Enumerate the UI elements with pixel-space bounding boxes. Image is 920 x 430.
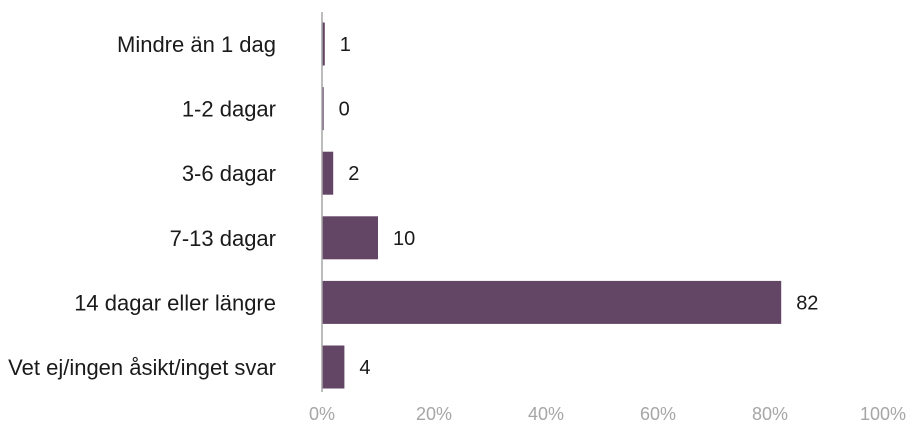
bar [322,345,345,389]
value-label: 2 [348,163,359,185]
x-tick-labels: 0% 20% 40% 60% 80% 100% [309,404,906,424]
x-tick-label: 0% [309,404,335,424]
bar [322,151,334,195]
x-tick-label: 40% [528,404,564,424]
category-label: Vet ej/ingen åsikt/inget svar [8,355,276,380]
bar [322,280,782,324]
x-tick-label: 60% [640,404,676,424]
value-label: 1 [340,34,351,56]
value-label: 0 [339,99,350,121]
category-label: 14 dagar eller längre [74,290,276,315]
value-label: 10 [393,228,415,250]
bars [322,22,782,389]
category-label: 7-13 dagar [170,226,276,251]
value-label: 82 [796,292,818,314]
category-label: 1-2 dagar [182,97,276,122]
bar [322,22,325,66]
category-labels: Mindre än 1 dag 1-2 dagar 3-6 dagar 7-13 da… [8,32,276,380]
bar [322,216,378,260]
x-tick-label: 20% [416,404,452,424]
category-label: Mindre än 1 dag [117,32,276,57]
x-tick-label: 80% [752,404,788,424]
value-label: 4 [359,357,370,379]
category-label: 3-6 dagar [182,161,276,186]
x-tick-label: 100% [860,404,906,424]
bar [322,87,324,131]
